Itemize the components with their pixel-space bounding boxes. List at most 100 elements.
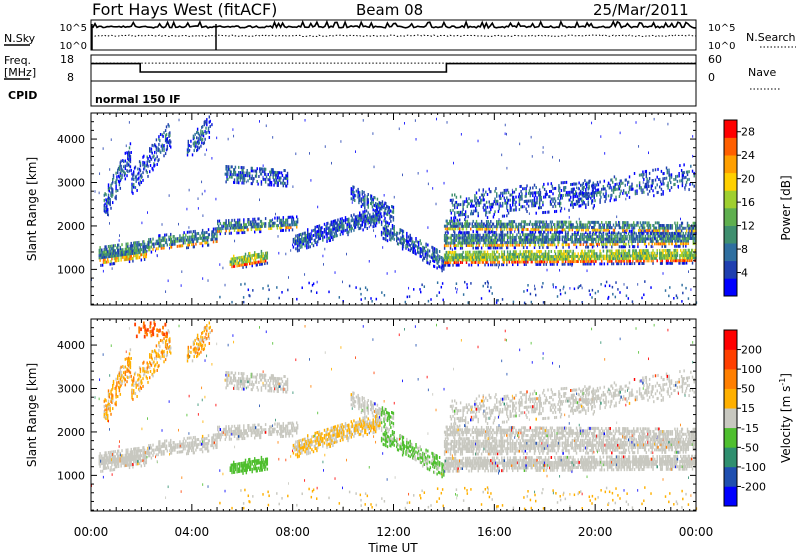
power-cell (501, 230, 504, 234)
power-cell (214, 232, 216, 236)
power-cell (108, 247, 111, 251)
power-cell (413, 246, 416, 250)
power-cell (103, 260, 106, 264)
power-cell (253, 253, 255, 257)
power-cell (240, 258, 243, 262)
power-cell (236, 173, 238, 177)
power-cell (450, 211, 453, 215)
power-cell (449, 241, 452, 245)
power-cell (473, 233, 475, 237)
power-cell (585, 257, 587, 261)
power-cell (301, 235, 303, 239)
power-cell (602, 240, 605, 244)
power-cell (187, 246, 190, 250)
power-cell (638, 251, 641, 255)
power-cell (422, 258, 424, 262)
power-cell (573, 257, 575, 261)
power-cell (249, 259, 251, 263)
power-cell (367, 205, 369, 209)
power-cell (351, 216, 353, 220)
power-cell (112, 249, 115, 253)
power-cell (484, 263, 486, 267)
power-cell (400, 228, 402, 232)
power-cell (634, 249, 637, 253)
power-cell (119, 179, 122, 183)
power-cell (222, 221, 225, 225)
power-cell (363, 198, 365, 202)
power-cell (570, 249, 572, 253)
power-cell (452, 233, 454, 237)
power-cell (246, 225, 248, 229)
power-cell (343, 229, 345, 233)
power-cell (646, 256, 648, 260)
power-cell (455, 244, 458, 248)
power-cell (436, 266, 438, 270)
power-cell (553, 262, 555, 266)
power-cell (438, 257, 441, 261)
power-cell (556, 262, 558, 266)
power-cell (269, 224, 271, 228)
power-cell (536, 252, 538, 256)
power-cell (643, 221, 645, 225)
power-cell (546, 257, 548, 261)
power-cell (475, 236, 477, 240)
power-cell (581, 254, 584, 258)
power-cell (611, 259, 613, 263)
power-cell (155, 148, 158, 152)
power-cell (354, 220, 356, 224)
power-cell (197, 132, 200, 135)
power-cell (466, 205, 469, 209)
power-cell (179, 234, 181, 238)
power-cell (302, 239, 305, 243)
power-cell (534, 228, 537, 232)
power-cell (634, 257, 637, 260)
power-cell (644, 251, 647, 255)
power-cell (256, 167, 258, 171)
power-cell (484, 253, 486, 257)
power-cell (159, 149, 161, 153)
power-cell (482, 233, 485, 237)
power-cell (493, 233, 495, 237)
power-cell (164, 236, 166, 240)
power-cell (295, 247, 297, 251)
power-cell (158, 142, 160, 146)
power-cell (441, 264, 443, 268)
power-cell (300, 232, 302, 236)
power-cell (600, 252, 602, 256)
power-cell (133, 254, 135, 258)
power-cell (517, 252, 520, 256)
power-cell (288, 215, 290, 219)
power-cell (585, 257, 588, 261)
power-cell (459, 222, 462, 226)
power-cell (406, 242, 408, 246)
power-cell (453, 244, 455, 248)
power-cell (454, 258, 457, 262)
power-cell (512, 260, 514, 264)
power-cell (683, 259, 685, 263)
power-cell (146, 243, 148, 247)
power-cell (196, 130, 199, 134)
power-cell (217, 222, 219, 226)
power-cell (226, 165, 228, 169)
power-cell (521, 252, 523, 256)
power-cell (459, 255, 461, 259)
power-cell (120, 256, 122, 260)
power-cell (467, 233, 469, 237)
power-cell (237, 228, 239, 232)
power-cell (104, 210, 106, 214)
power-cell (534, 240, 537, 244)
power-cell (521, 255, 523, 259)
power-cell (364, 219, 367, 223)
power-cell (596, 254, 599, 258)
power-cell (480, 253, 482, 257)
power-cell (557, 252, 559, 256)
power-cell (638, 254, 641, 258)
power-cell (106, 204, 108, 208)
power-cell (392, 218, 395, 222)
power-cell (602, 242, 605, 246)
power-cell (572, 249, 574, 253)
power-cell (565, 255, 568, 258)
power-cell (127, 255, 129, 259)
power-cell (306, 246, 308, 250)
power-cell (161, 239, 164, 242)
